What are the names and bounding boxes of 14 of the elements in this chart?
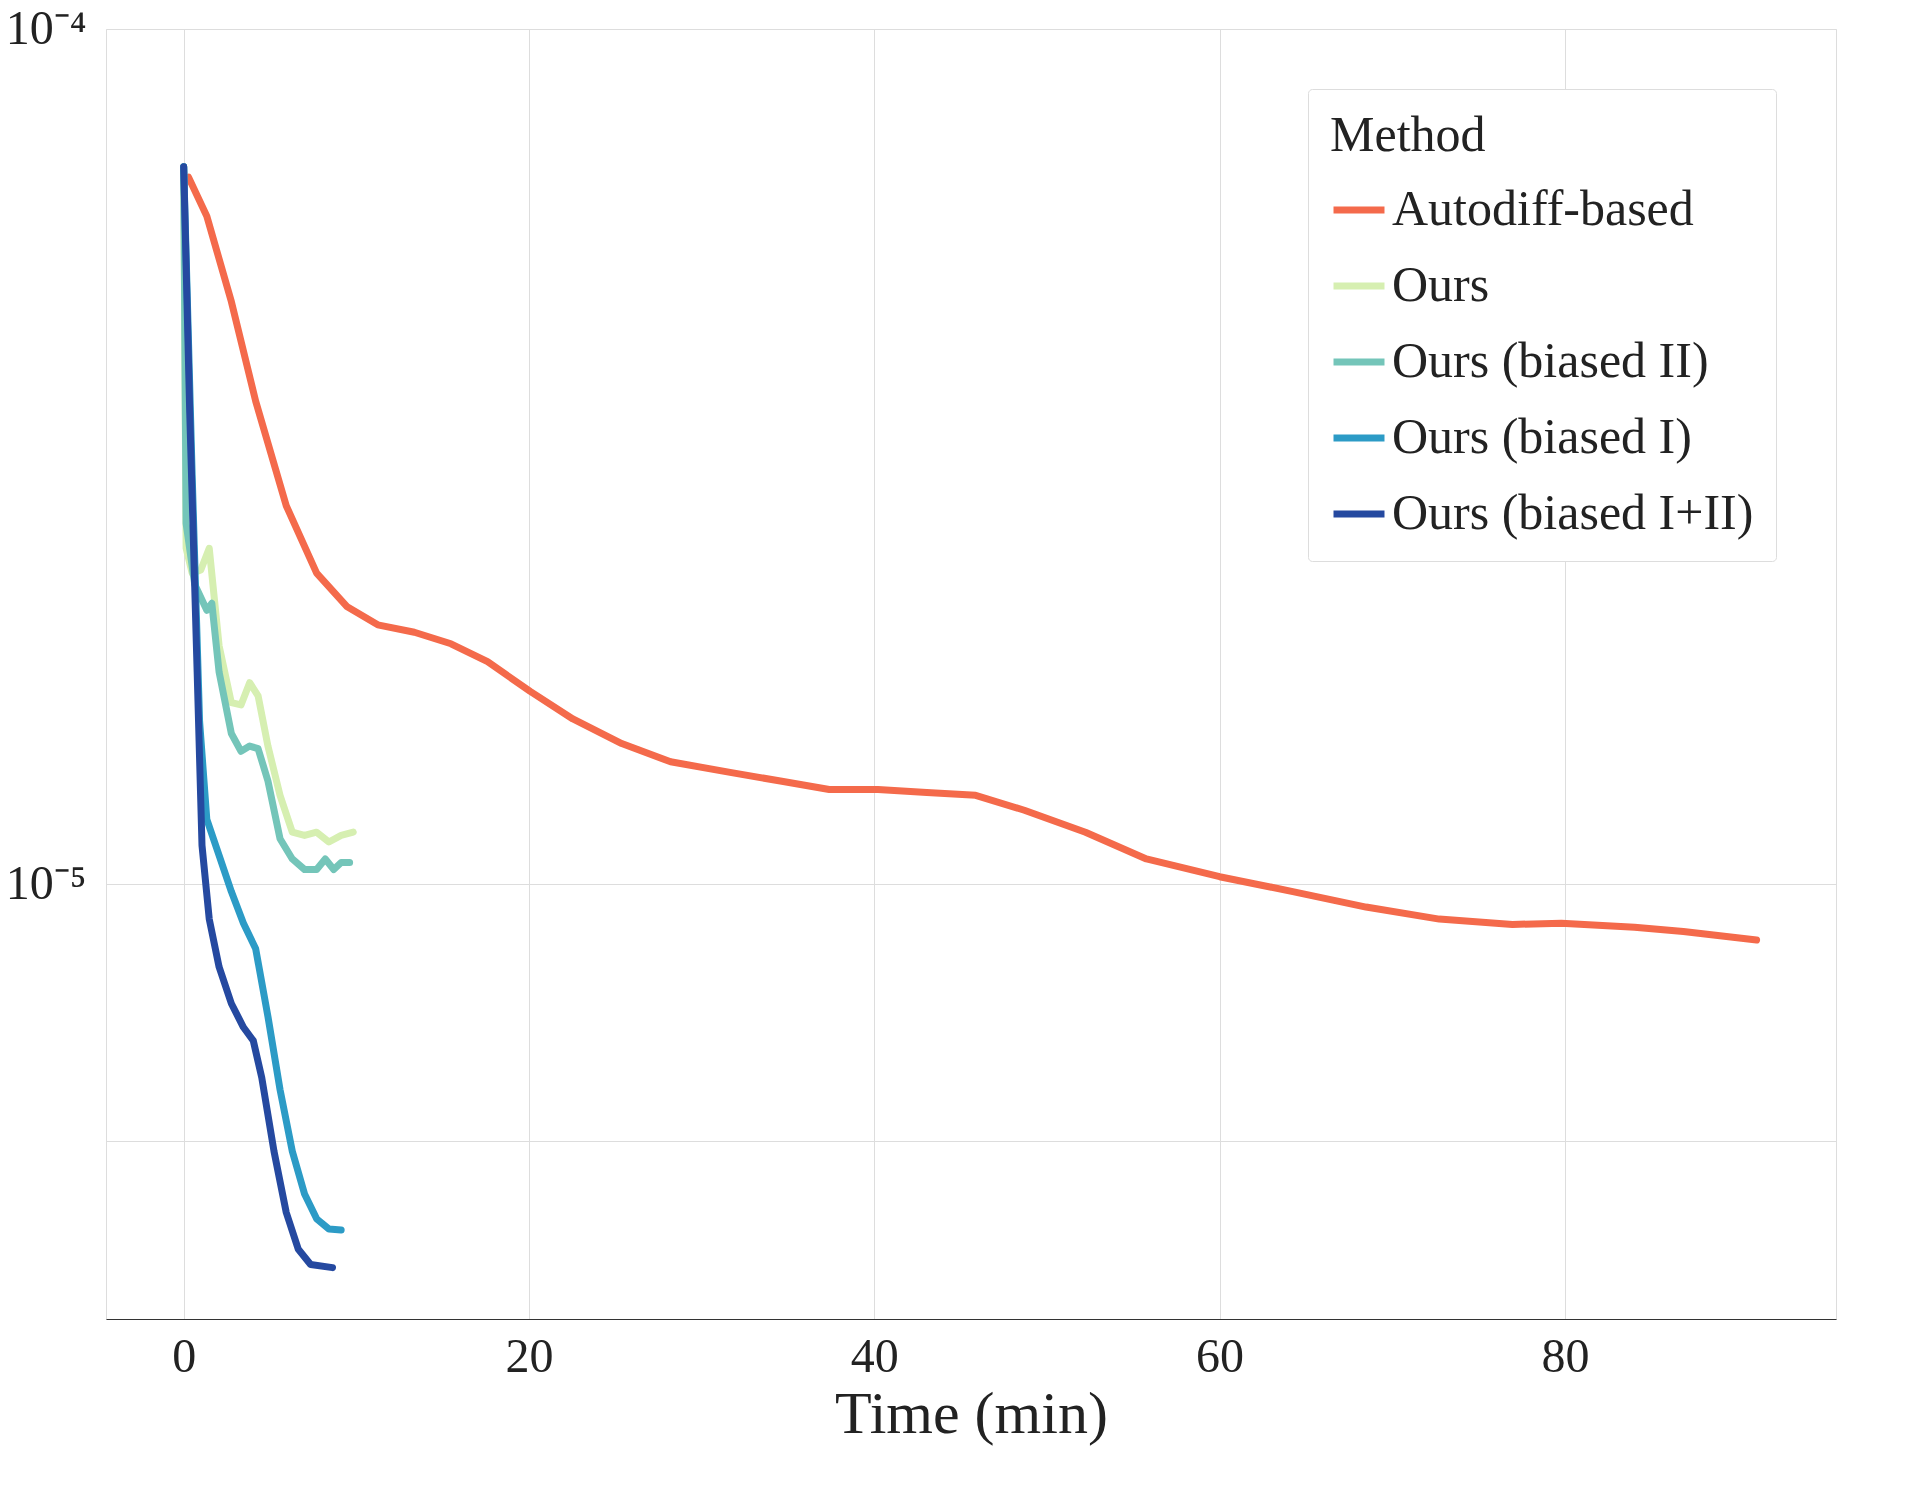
x-tick-label: 20 [505, 1328, 554, 1382]
x-axis-title: Time (min) [835, 1379, 1108, 1446]
legend-label: Ours (biased I) [1392, 408, 1692, 464]
y-tick-label: 10⁻⁵ [5, 855, 87, 909]
legend-label: Ours [1392, 256, 1490, 312]
x-tick-label: 40 [850, 1328, 899, 1382]
legend-label: Ours (biased I+II) [1392, 484, 1754, 540]
legend-label: Ours (biased II) [1392, 332, 1709, 388]
x-tick-label: 60 [1196, 1328, 1245, 1382]
legend-label: Autodiff-based [1392, 180, 1694, 236]
x-tick-label: 80 [1541, 1328, 1590, 1382]
legend-title: Method [1330, 106, 1486, 162]
y-tick-label: 10⁻⁴ [5, 0, 87, 54]
x-tick-label: 0 [172, 1328, 197, 1382]
